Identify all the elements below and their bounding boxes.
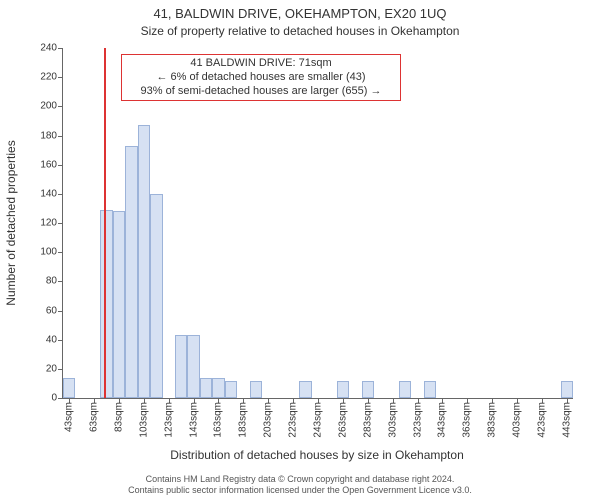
attribution-line-2: Contains public sector information licen… [0, 485, 600, 496]
y-tick-label: 20 [46, 363, 63, 374]
histogram-bar [175, 335, 187, 398]
x-tick-label: 43sqm [64, 402, 75, 432]
y-tick-label: 200 [40, 101, 63, 112]
property-marker-line [104, 48, 106, 398]
annotation-box: 41 BALDWIN DRIVE: 71sqm← 6% of detached … [121, 54, 401, 101]
x-tick-label: 103sqm [138, 402, 149, 438]
histogram-bar [200, 378, 212, 398]
histogram-bar [561, 381, 573, 399]
y-tick-label: 40 [46, 334, 63, 345]
x-tick-label: 323sqm [412, 402, 423, 438]
histogram-bar [100, 210, 112, 398]
x-tick-label: 383sqm [487, 402, 498, 438]
x-tick-label: 423sqm [536, 402, 547, 438]
x-tick-label: 263sqm [337, 402, 348, 438]
y-tick-label: 180 [40, 130, 63, 141]
y-tick-label: 120 [40, 218, 63, 229]
x-tick-label: 123sqm [163, 402, 174, 438]
histogram-bar [187, 335, 199, 398]
histogram-bar [399, 381, 411, 399]
histogram-bar [125, 146, 137, 398]
y-tick-label: 80 [46, 276, 63, 287]
chart-subtitle: Size of property relative to detached ho… [0, 24, 600, 38]
y-tick-label: 60 [46, 305, 63, 316]
plot-area: 02040608010012014016018020022024043sqm63… [62, 48, 573, 399]
attribution-footer: Contains HM Land Registry data © Crown c… [0, 474, 600, 496]
x-tick-label: 203sqm [263, 402, 274, 438]
x-tick-label: 63sqm [89, 402, 100, 432]
x-tick-label: 443sqm [561, 402, 572, 438]
x-tick-label: 243sqm [313, 402, 324, 438]
histogram-bar [63, 378, 75, 398]
x-tick-label: 163sqm [213, 402, 224, 438]
chart-supertitle: 41, BALDWIN DRIVE, OKEHAMPTON, EX20 1UQ [0, 6, 600, 21]
x-tick-label: 143sqm [188, 402, 199, 438]
histogram-bar [362, 381, 374, 399]
annotation-line2: ← 6% of detached houses are smaller (43) [128, 71, 394, 85]
x-tick-label: 403sqm [512, 402, 523, 438]
histogram-bar [212, 378, 224, 398]
histogram-bar [337, 381, 349, 399]
histogram-bar [250, 381, 262, 399]
y-tick-label: 160 [40, 159, 63, 170]
annotation-line3: 93% of semi-detached houses are larger (… [128, 85, 394, 99]
y-tick-label: 240 [40, 43, 63, 54]
figure: 41, BALDWIN DRIVE, OKEHAMPTON, EX20 1UQ … [0, 0, 600, 500]
x-tick-label: 223sqm [288, 402, 299, 438]
x-tick-label: 303sqm [387, 402, 398, 438]
histogram-bar [299, 381, 311, 399]
histogram-bar [225, 381, 237, 399]
x-tick-label: 363sqm [462, 402, 473, 438]
y-tick-label: 220 [40, 72, 63, 83]
y-tick-label: 0 [51, 393, 63, 404]
histogram-bar [113, 211, 125, 398]
histogram-bar [150, 194, 162, 398]
y-axis-label: Number of detached properties [4, 140, 18, 305]
y-tick-label: 140 [40, 188, 63, 199]
y-tick-label: 100 [40, 247, 63, 258]
attribution-line-1: Contains HM Land Registry data © Crown c… [0, 474, 600, 485]
x-tick-label: 283sqm [362, 402, 373, 438]
histogram-bar [138, 125, 150, 398]
histogram-bar [424, 381, 436, 399]
x-tick-label: 83sqm [113, 402, 124, 432]
x-axis-label: Distribution of detached houses by size … [62, 448, 572, 462]
x-tick-label: 183sqm [238, 402, 249, 438]
x-tick-label: 343sqm [437, 402, 448, 438]
annotation-line1: 41 BALDWIN DRIVE: 71sqm [128, 57, 394, 71]
